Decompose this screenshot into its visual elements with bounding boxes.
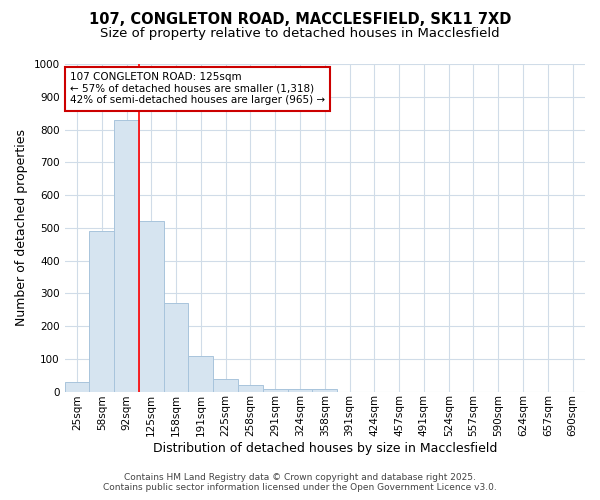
Text: Contains HM Land Registry data © Crown copyright and database right 2025.
Contai: Contains HM Land Registry data © Crown c… — [103, 473, 497, 492]
X-axis label: Distribution of detached houses by size in Macclesfield: Distribution of detached houses by size … — [152, 442, 497, 455]
Text: 107 CONGLETON ROAD: 125sqm
← 57% of detached houses are smaller (1,318)
42% of s: 107 CONGLETON ROAD: 125sqm ← 57% of deta… — [70, 72, 325, 106]
Text: 107, CONGLETON ROAD, MACCLESFIELD, SK11 7XD: 107, CONGLETON ROAD, MACCLESFIELD, SK11 … — [89, 12, 511, 28]
Bar — [238, 385, 263, 392]
Bar — [188, 356, 213, 392]
Bar — [65, 382, 89, 392]
Text: Size of property relative to detached houses in Macclesfield: Size of property relative to detached ho… — [100, 28, 500, 40]
Bar — [213, 380, 238, 392]
Y-axis label: Number of detached properties: Number of detached properties — [15, 130, 28, 326]
Bar — [287, 389, 313, 392]
Bar — [139, 221, 164, 392]
Bar — [114, 120, 139, 392]
Bar — [164, 303, 188, 392]
Bar — [263, 389, 287, 392]
Bar — [313, 389, 337, 392]
Bar — [89, 231, 114, 392]
